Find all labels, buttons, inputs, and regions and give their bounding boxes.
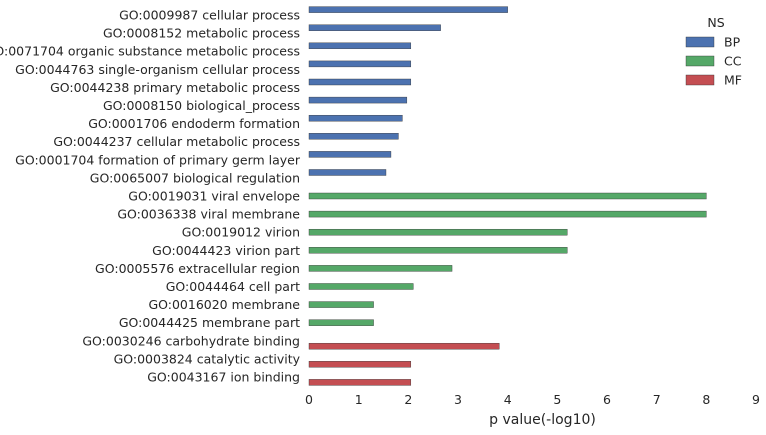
x-tick-label: 5: [553, 392, 561, 407]
legend-title: NS: [707, 15, 724, 30]
bar-bp: [308, 42, 412, 50]
category-label: GO:0044464 cell part: [166, 279, 300, 294]
category-label: GO:0019031 viral envelope: [128, 189, 300, 204]
bar-cc: [308, 247, 568, 254]
bar-cc: [308, 265, 453, 272]
bar-mf: [308, 361, 412, 368]
category-label: GO:0009987 cellular process: [119, 8, 300, 23]
legend-label-cc: CC: [724, 54, 742, 69]
category-label: GO:0008150 biological_process: [103, 98, 300, 113]
bar-cc: [308, 301, 374, 308]
category-label: GO:0005576 extracellular region: [95, 261, 300, 276]
x-tick-label: 1: [355, 392, 363, 407]
x-axis-label: p value(-log10): [489, 412, 596, 428]
category-label: GO:0044763 single-organism cellular proc…: [15, 62, 300, 77]
bar-bp: [308, 78, 412, 86]
bar-bp: [308, 151, 392, 158]
category-label: GO:0001704 formation of primary germ lay…: [15, 152, 301, 167]
x-tick-label: 0: [305, 392, 313, 407]
x-tick-label: 4: [504, 392, 512, 407]
category-label: GO:0003824 catalytic activity: [114, 351, 301, 366]
bar-mf: [308, 379, 412, 386]
legend-label-mf: MF: [724, 73, 742, 88]
category-label: GO:0043167 ion binding: [147, 369, 300, 384]
category-label: GO:0001706 endoderm formation: [88, 116, 300, 131]
legend-label-bp: BP: [724, 35, 741, 50]
bar-bp: [308, 6, 508, 13]
bar-bp: [308, 96, 408, 104]
x-tick-label: 7: [653, 392, 661, 407]
x-tick-label: 3: [454, 392, 462, 407]
category-label: GO:0044423 virion part: [152, 243, 300, 258]
bar-cc: [308, 228, 568, 236]
bar-bp: [308, 24, 441, 31]
category-label: GO:0008152 metabolic process: [103, 26, 300, 41]
bar-mf: [308, 342, 500, 350]
x-tick-label: 2: [404, 392, 412, 407]
bar-cc: [308, 319, 374, 326]
category-label: GO:0044425 membrane part: [119, 315, 300, 330]
x-tick-label: 8: [702, 392, 710, 407]
legend-swatch-mf: [685, 74, 715, 86]
bar-cc: [308, 210, 707, 218]
bar-cc: [308, 192, 707, 200]
bar-bp: [308, 133, 399, 140]
x-tick-label: 9: [752, 392, 760, 407]
category-label: GO:0044238 primary metabolic process: [50, 80, 300, 95]
bar-bp: [308, 114, 403, 122]
category-label: GO:0071704 organic substance metabolic p…: [0, 44, 300, 59]
category-label: GO:0044237 cellular metabolic process: [53, 134, 300, 149]
category-label: GO:0036338 viral membrane: [117, 207, 300, 222]
bar-bp: [308, 169, 387, 176]
bar-bp: [308, 60, 412, 68]
category-label: GO:0016020 membrane: [148, 297, 300, 312]
bar-cc: [308, 283, 414, 290]
category-label: GO:0030246 carbohydrate binding: [82, 333, 300, 348]
category-label: GO:0019012 virion: [182, 225, 300, 240]
category-label: GO:0065007 biological regulation: [90, 170, 300, 185]
legend-swatch-cc: [685, 55, 715, 67]
x-tick-label: 6: [603, 392, 611, 407]
legend-swatch-bp: [685, 36, 715, 48]
